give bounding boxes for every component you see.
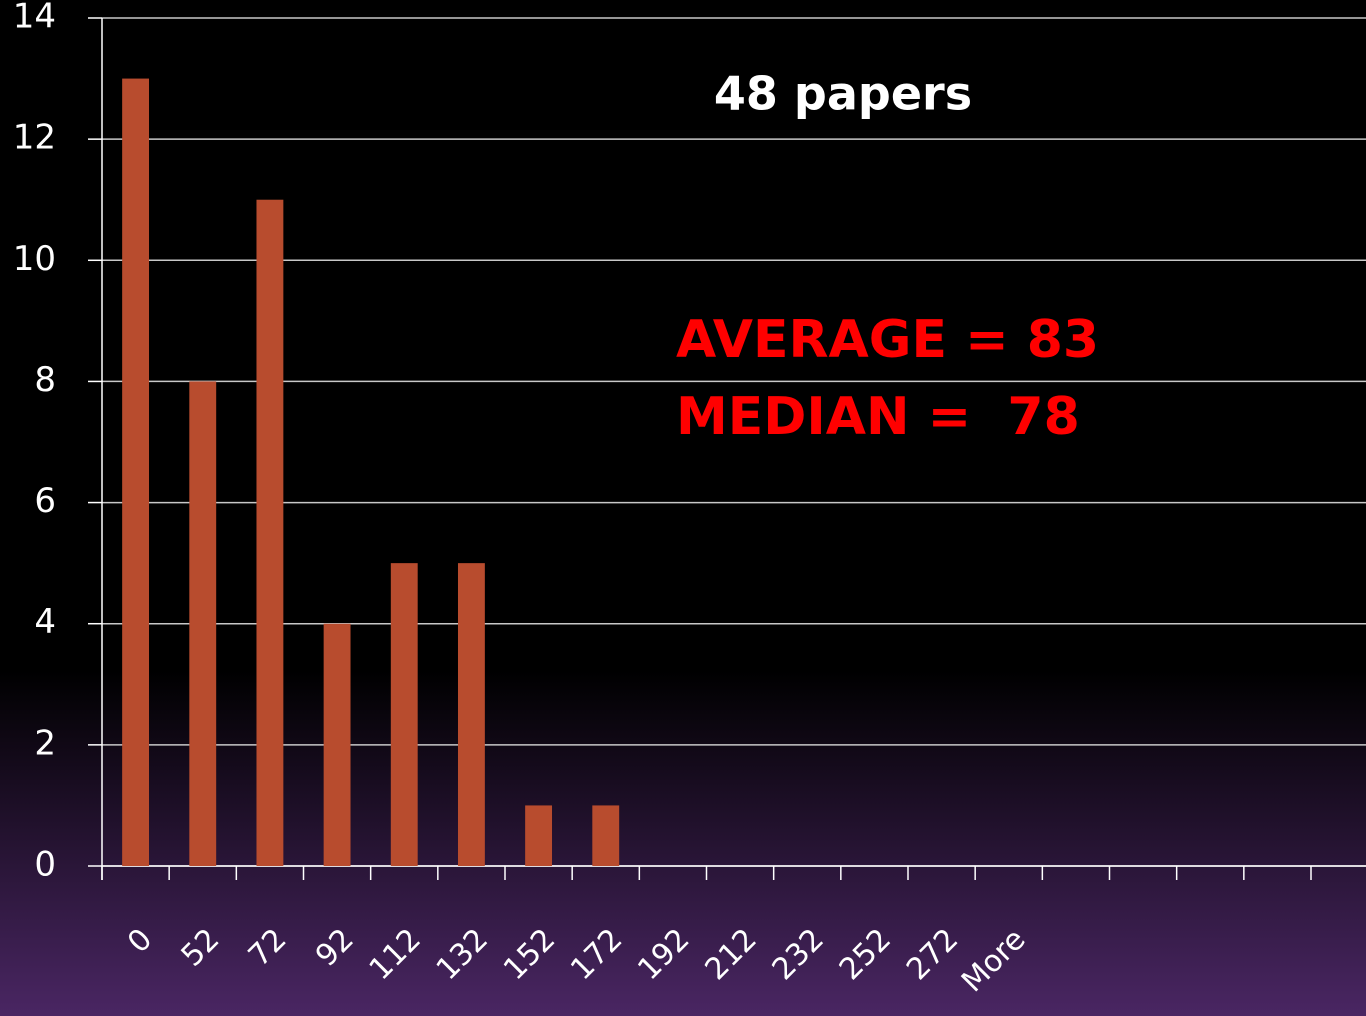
annotation: 48 papers [714, 67, 972, 121]
y-tick-label: 14 [13, 0, 56, 37]
bar [189, 381, 217, 866]
y-tick-label: 4 [34, 602, 56, 642]
bar [256, 199, 284, 866]
bar [122, 78, 150, 867]
y-tick-label: 12 [13, 118, 56, 158]
y-tick-label: 8 [34, 360, 56, 400]
bar [592, 805, 620, 866]
y-tick-label: 2 [34, 723, 56, 763]
annotation: AVERAGE = 83 [676, 310, 1099, 370]
bar [457, 563, 485, 866]
annotation: MEDIAN = 78 [676, 387, 1080, 447]
bar [525, 805, 553, 866]
y-tick-label: 0 [34, 845, 56, 885]
y-tick-label: 6 [34, 481, 56, 521]
bar [323, 623, 351, 866]
bar [390, 563, 418, 866]
y-tick-label: 10 [13, 239, 56, 279]
